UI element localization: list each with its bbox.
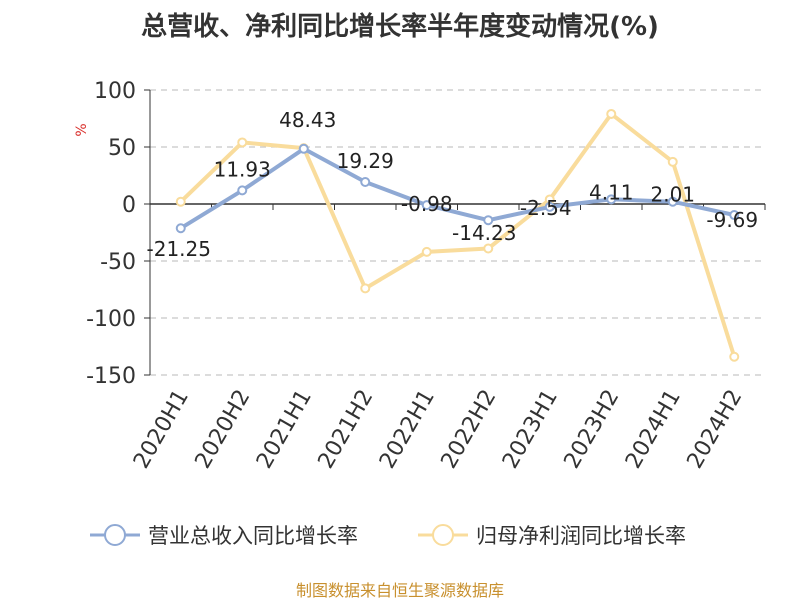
revenue-point xyxy=(729,210,740,221)
revenue-point xyxy=(298,143,309,154)
grid-lines xyxy=(150,89,765,376)
x-tick-label: 2024H1 xyxy=(621,386,686,473)
net-profit-point xyxy=(175,196,186,207)
y-tick-label: -150 xyxy=(86,364,136,389)
revenue-point xyxy=(237,185,248,196)
revenue-point xyxy=(667,196,678,207)
x-tick-label: 2021H1 xyxy=(252,386,317,473)
x-tick-label: 2020H1 xyxy=(129,386,194,473)
chart-title: 总营收、净利同比增长率半年度变动情况(%) xyxy=(141,12,659,42)
y-tick-label: 100 xyxy=(94,79,136,104)
x-tick-label: 2020H2 xyxy=(191,386,256,473)
revenue-data-label: -2.54 xyxy=(520,196,572,220)
revenue-point xyxy=(483,215,494,226)
x-tick-label: 2024H2 xyxy=(683,386,748,473)
net-profit-point xyxy=(360,283,371,294)
net-profit-point xyxy=(667,156,678,167)
revenue-data-label: 19.29 xyxy=(337,149,394,173)
legend-marker-net-profit-icon xyxy=(418,524,468,546)
revenue-point xyxy=(360,177,371,188)
net-profit-point xyxy=(421,246,432,257)
net-profit-point xyxy=(237,137,248,148)
legend-item-revenue[interactable]: 营业总收入同比增长率 xyxy=(90,520,358,550)
x-tick-label: 2022H2 xyxy=(437,386,502,473)
x-tick-label: 2022H1 xyxy=(375,386,440,473)
revenue-data-label: 4.11 xyxy=(589,180,634,204)
net-profit-point xyxy=(729,351,740,362)
data-source: 制图数据来自恒生聚源数据库 xyxy=(295,581,504,600)
legend: 营业总收入同比增长率 归母净利润同比增长率 xyxy=(0,520,800,556)
revenue-data-label: 11.93 xyxy=(214,157,271,181)
revenue-data-label: -21.25 xyxy=(147,237,211,261)
y-tick-label: 50 xyxy=(108,136,136,161)
y-tick-label: -100 xyxy=(86,307,136,332)
revenue-point xyxy=(606,194,617,205)
legend-marker-revenue-icon xyxy=(90,524,140,546)
y-tick-label: 0 xyxy=(122,193,136,218)
legend-label-revenue: 营业总收入同比增长率 xyxy=(148,524,358,548)
net-profit-point xyxy=(483,243,494,254)
revenue-data-label: -9.69 xyxy=(706,208,758,232)
revenue-data-label: -0.98 xyxy=(401,192,453,216)
y-axis-unit-label: % xyxy=(74,123,90,136)
series-lines xyxy=(175,108,740,362)
revenue-data-label: 2.01 xyxy=(650,183,695,207)
revenue-point xyxy=(544,201,555,212)
net-profit-point xyxy=(606,108,617,119)
y-tick-label: -50 xyxy=(100,250,136,275)
revenue-growth-line xyxy=(178,146,737,231)
axes: 100 50 0 -50 -100 -1502020H12020H22021H12021H… xyxy=(74,79,766,473)
legend-item-net-profit[interactable]: 归母净利润同比增长率 xyxy=(418,520,686,550)
x-tick-label: 2023H2 xyxy=(560,386,625,473)
x-tick-label: 2023H1 xyxy=(498,386,563,473)
net-profit-growth-line xyxy=(178,111,737,359)
revenue-data-label: 48.43 xyxy=(279,108,336,132)
legend-label-net-profit: 归母净利润同比增长率 xyxy=(476,524,686,548)
revenue-point xyxy=(175,223,186,234)
x-tick-label: 2021H2 xyxy=(314,386,379,473)
revenue-data-label: -14.23 xyxy=(452,221,516,245)
revenue-point xyxy=(421,200,432,211)
